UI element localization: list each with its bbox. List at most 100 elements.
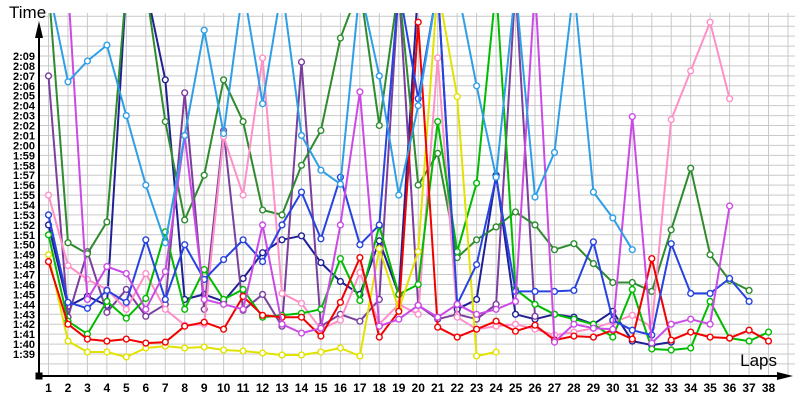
data-point-yellow	[200, 343, 208, 351]
x-tick-label: 15	[314, 381, 328, 395]
y-tick-label: 2:03	[13, 111, 35, 123]
x-tick-label: 34	[684, 381, 698, 395]
data-point-lightblue	[259, 100, 267, 108]
data-point-magenta	[220, 300, 228, 308]
data-point-pink	[687, 67, 695, 75]
data-point-blue	[220, 256, 228, 264]
data-point-navy	[259, 249, 267, 257]
data-point-pink	[161, 305, 169, 313]
data-point-darkgreen	[161, 117, 169, 126]
data-point-magenta	[473, 310, 481, 318]
data-point-red	[395, 307, 403, 315]
data-point-magenta	[434, 313, 442, 321]
y-tick-label: 2:08	[13, 61, 35, 73]
data-point-green	[122, 314, 130, 322]
x-tick-label: 5	[123, 381, 130, 395]
x-tick-label: 18	[373, 381, 387, 395]
data-point-yellow	[317, 348, 325, 356]
data-point-red	[706, 333, 714, 341]
data-point-magenta	[550, 338, 559, 346]
x-tick-label: 22	[450, 381, 464, 395]
data-point-magenta	[297, 329, 306, 337]
data-point-lightblue	[317, 166, 325, 174]
data-point-red	[628, 335, 636, 343]
x-tick-label: 10	[217, 381, 231, 395]
y-tick-label: 1:54	[13, 200, 36, 212]
data-point-yellow	[122, 353, 130, 361]
x-axis-title: Laps	[740, 351, 777, 370]
data-point-pink	[434, 54, 442, 62]
data-point-red	[103, 337, 111, 345]
data-point-darkgreen	[181, 216, 189, 224]
y-tick-label: 1:43	[13, 309, 35, 321]
y-tick-label: 1:51	[13, 230, 35, 242]
x-tick-label: 23	[470, 381, 484, 395]
series-line-magenta	[68, 13, 731, 345]
y-tick-label: 1:39	[13, 349, 35, 361]
data-point-purple	[531, 312, 539, 320]
data-point-blue	[181, 241, 189, 249]
x-tick-labels: 1 2 3 4 5 6 7 8 9 10 11 12 13 14 15 16 17 18 19 20 21 22 23 24 2…	[45, 381, 775, 395]
data-point-lightblue	[531, 193, 539, 201]
y-tick-label: 1:52	[13, 220, 35, 232]
data-point-yellow	[83, 348, 92, 356]
y-tick-label: 2:07	[13, 71, 35, 83]
data-point-pink	[44, 191, 53, 199]
x-tick-label: 20	[412, 381, 426, 395]
data-point-blue	[83, 304, 92, 312]
data-point-green	[745, 337, 753, 345]
data-point-lightblue	[473, 82, 481, 90]
data-point-magenta	[687, 315, 695, 323]
data-point-red	[511, 327, 520, 335]
data-point-magenta	[142, 305, 150, 313]
data-point-green	[356, 296, 364, 305]
data-point-yellow	[259, 349, 267, 357]
data-point-magenta	[511, 297, 520, 306]
data-point-blue	[531, 287, 539, 296]
data-point-yellow	[453, 93, 461, 101]
x-tick-label: 26	[528, 381, 542, 395]
data-point-blue	[570, 286, 578, 295]
data-point-blue	[161, 295, 169, 304]
data-point-darkgreen	[64, 239, 72, 247]
data-point-blue	[667, 240, 675, 248]
x-tick-label: 17	[353, 381, 367, 395]
data-point-blue	[44, 211, 53, 219]
data-point-yellow	[492, 348, 500, 356]
data-point-red	[589, 333, 598, 341]
data-point-lightblue	[103, 41, 111, 49]
data-point-red	[725, 334, 734, 342]
data-point-red	[531, 321, 539, 329]
data-point-darkgreen	[628, 278, 636, 287]
data-point-green	[336, 255, 345, 263]
y-tick-labels: 2:092:082:072:062:052:042:032:022:012:00…	[13, 51, 36, 361]
data-point-purple	[181, 89, 189, 97]
data-point-navy	[278, 236, 286, 244]
data-point-red	[570, 332, 578, 340]
data-point-blue	[706, 289, 714, 298]
data-point-green	[44, 231, 53, 239]
data-point-magenta	[570, 320, 578, 328]
data-point-purple	[122, 285, 130, 294]
data-point-red	[297, 313, 306, 321]
x-tick-label: 24	[489, 381, 503, 395]
data-point-darkgreen	[706, 251, 714, 259]
data-point-lightblue	[609, 214, 617, 222]
x-tick-label: 31	[626, 381, 640, 395]
data-point-magenta	[628, 112, 636, 121]
y-tick-label: 1:47	[13, 270, 35, 282]
data-point-lightblue	[628, 246, 636, 254]
data-point-pink	[239, 191, 247, 199]
data-point-purple	[142, 312, 150, 320]
y-tick-label: 2:00	[13, 140, 35, 152]
data-point-blue	[725, 274, 734, 283]
series-blue	[44, 13, 753, 339]
series-darkgreen	[49, 13, 753, 296]
data-point-magenta	[492, 305, 500, 313]
series-yellow	[44, 13, 500, 361]
x-tick-label: 29	[587, 381, 601, 395]
data-point-lightblue	[589, 188, 598, 196]
y-tick-label: 1:55	[13, 190, 35, 202]
